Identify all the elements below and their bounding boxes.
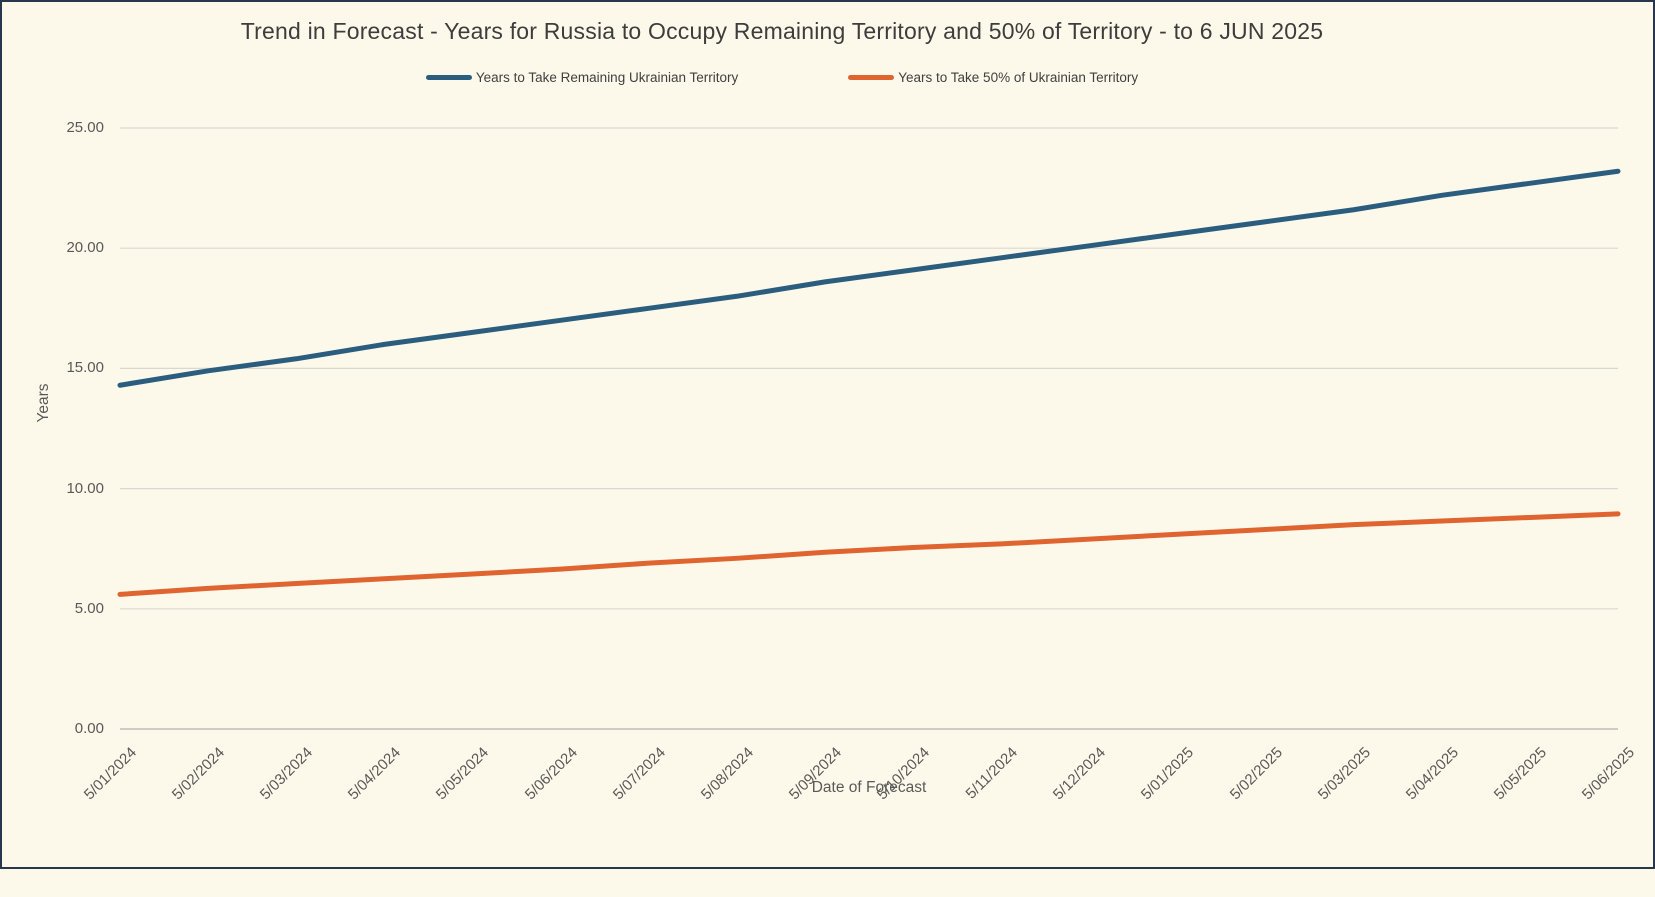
plot-area	[117, 127, 1621, 730]
legend-item: Years to Take Remaining Ukrainian Territ…	[425, 70, 739, 85]
y-tick-label: 10.00	[66, 479, 104, 497]
legend: Years to Take Remaining Ukrainian Territ…	[2, 70, 1562, 85]
chart-canvas: { "chart": { "title": "Trend in Forecast…	[0, 0, 1655, 869]
legend-swatch	[848, 75, 895, 80]
chart-title: Trend in Forecast - Years for Russia to …	[240, 18, 1324, 44]
series-line-remaining-territory	[117, 168, 1621, 388]
y-tick-label: 0.00	[74, 720, 104, 737]
y-tick-label: 15.00	[66, 359, 104, 377]
legend-swatch	[425, 75, 472, 80]
y-tick-label: 25.00	[66, 119, 104, 136]
legend-label: Years to Take 50% of Ukrainian Territory	[898, 70, 1139, 85]
legend-item: Years to Take 50% of Ukrainian Territory	[848, 70, 1138, 85]
y-tick-label: 20.00	[66, 239, 104, 257]
x-axis-title: Date of Forecast	[811, 779, 927, 796]
legend-label: Years to Take Remaining Ukrainian Territ…	[475, 70, 739, 85]
y-tick-label: 5.00	[74, 599, 104, 617]
series-line-50pct-territory	[117, 511, 1621, 597]
